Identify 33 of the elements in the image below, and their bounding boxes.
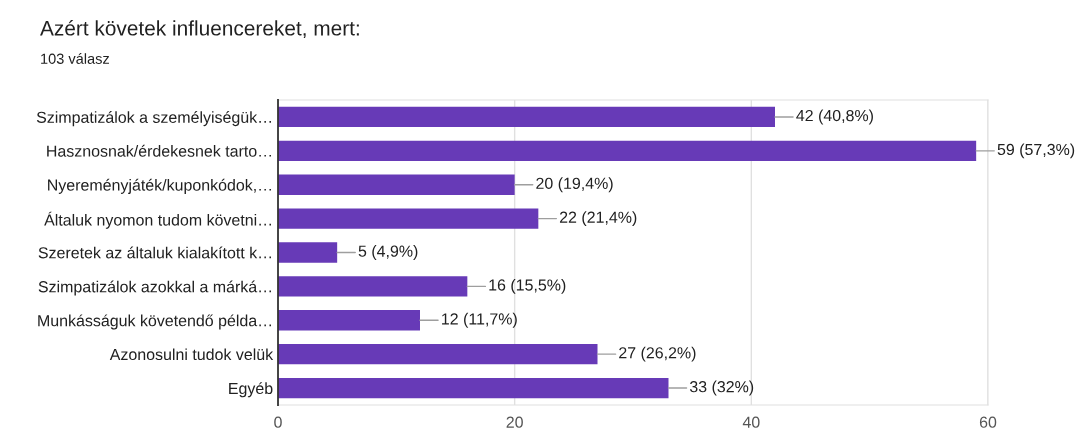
bar [278,310,420,331]
text: 103 válasz [41,53,109,64]
data-label: 42 (40,8%) [796,109,873,125]
x-tick-label: 40 [742,416,760,428]
data-label: 5 (4,9%) [358,245,418,260]
y-tick-label: Szimpatizálok azokkal a márká… [38,280,271,296]
data-label: 27 (26,2%) [619,346,696,362]
chart-title: Azért követek influencereket, mert: [40,20,359,39]
data-label: 12 (11,7%) [442,312,517,328]
y-tick-label: Egyéb [229,382,273,398]
x-tick-label: 20 [506,416,523,428]
data-label: 16 (15,5%) [489,278,566,294]
bar [278,344,598,365]
x-tick-label: 60 [979,416,997,428]
y-tick-label: Általuk nyomon tudom követni… [44,211,271,229]
bar [278,208,539,229]
y-tick-label: Nyereményjáték/kuponkódok,… [48,178,271,194]
data-label: 33 (32%) [689,380,754,396]
y-tick-label: Szimpatizálok a személyiségük… [36,111,271,127]
y-tick-label: Munkásságuk követendő példa… [38,314,271,330]
y-tick-label: Azonosulni tudok velük [109,348,274,361]
bar [278,377,669,399]
data-label: 22 (21,4%) [559,211,637,227]
y-tick-label: Hasznosnak/érdekesnek tarto… [47,144,271,157]
bar [278,276,468,297]
bar [278,174,515,195]
bar [278,242,338,263]
x-tick-label: 0 [274,416,282,428]
bar [278,106,775,128]
data-label: 20 (19,4%) [536,177,613,193]
data-label: 59 (57,3%) [997,143,1075,159]
bar [278,140,977,161]
y-tick-label: Szeretek az általuk kialakított k… [38,246,271,259]
